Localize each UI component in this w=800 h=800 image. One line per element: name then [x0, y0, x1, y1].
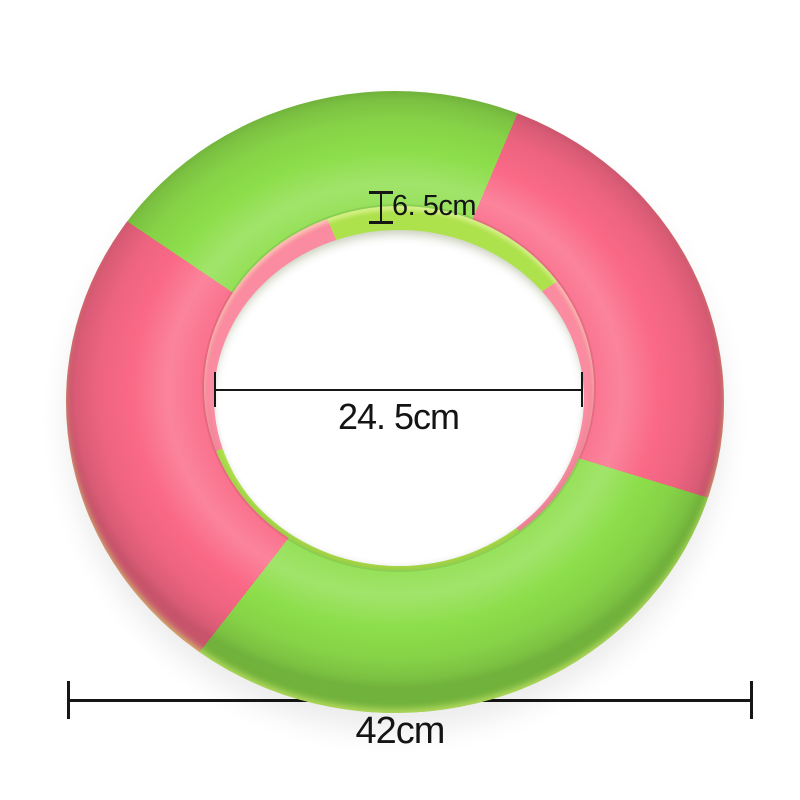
thickness-measure-beam — [380, 192, 382, 224]
thickness-measure-bottom-serif — [369, 221, 393, 224]
outer-diameter-left-tick — [67, 681, 70, 719]
thickness-label: 6. 5cm — [392, 190, 477, 222]
outer-diameter-label: 42cm — [355, 710, 446, 752]
inner-diameter-left-tick — [214, 372, 216, 407]
thickness-measure-top-serif — [369, 191, 393, 194]
inner-diameter-right-tick — [581, 372, 583, 407]
inner-diameter-line — [215, 389, 582, 391]
inner-diameter-label: 24. 5cm — [337, 396, 460, 437]
foam-ring-center-hole — [214, 230, 584, 566]
outer-diameter-right-tick — [750, 681, 753, 719]
